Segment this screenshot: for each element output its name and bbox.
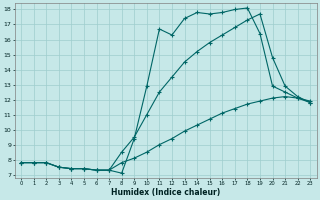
X-axis label: Humidex (Indice chaleur): Humidex (Indice chaleur) xyxy=(111,188,220,197)
